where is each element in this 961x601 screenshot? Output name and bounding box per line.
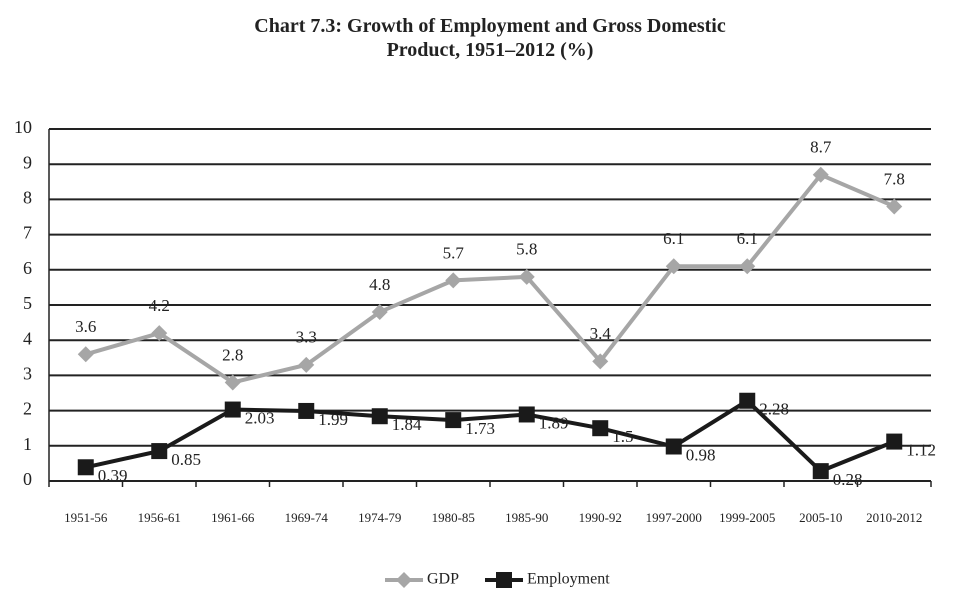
x-tick-label: 1985-90 — [505, 510, 548, 525]
y-tick-label: 8 — [23, 188, 32, 208]
data-label: 2.03 — [245, 408, 275, 427]
data-label: 1.84 — [392, 415, 422, 434]
data-label: 1.73 — [465, 419, 495, 438]
x-tick-label: 1980-85 — [432, 510, 475, 525]
point — [812, 166, 829, 183]
y-tick-label: 10 — [14, 117, 32, 137]
data-label: 1.12 — [906, 440, 936, 459]
point — [518, 268, 535, 285]
point — [371, 408, 388, 425]
series-line — [85, 172, 896, 385]
point — [739, 258, 756, 275]
point — [665, 438, 682, 455]
x-tick-label: 2010-2012 — [866, 510, 922, 525]
point — [518, 406, 535, 423]
y-tick-label: 6 — [23, 258, 32, 278]
data-label: 8.7 — [810, 138, 832, 157]
data-label: 5.7 — [443, 243, 465, 262]
data-label: 6.1 — [737, 229, 758, 248]
data-label: 4.8 — [369, 275, 390, 294]
point — [445, 272, 462, 289]
point — [151, 325, 168, 342]
point — [224, 401, 241, 418]
point — [298, 402, 315, 419]
point — [298, 356, 315, 373]
x-tick-label: 1999-2005 — [719, 510, 775, 525]
x-tick-label: 2005-10 — [799, 510, 842, 525]
y-tick-label: 1 — [23, 434, 32, 454]
data-label: 1.99 — [318, 410, 348, 429]
x-tick-label: 1997-2000 — [646, 510, 702, 525]
y-tick-label: 2 — [23, 399, 32, 419]
y-tick-label: 0 — [23, 469, 32, 489]
data-label: 0.39 — [98, 466, 128, 485]
data-label: 5.8 — [516, 240, 537, 259]
chart-title: Chart 7.3: Growth of Employment and Gros… — [254, 15, 726, 61]
point — [592, 353, 609, 370]
data-label: 3.6 — [75, 317, 96, 336]
legend-label: GDP — [427, 571, 459, 588]
data-label: 6.1 — [663, 229, 684, 248]
point — [739, 392, 756, 409]
x-tick-label: 1974-79 — [358, 510, 401, 525]
point — [151, 443, 168, 460]
data-label: 0.28 — [833, 470, 863, 489]
y-tick-label: 7 — [23, 223, 32, 243]
y-tick-label: 5 — [23, 293, 32, 313]
data-label: 3.3 — [296, 328, 317, 347]
point — [77, 459, 94, 476]
x-tick-label: 1951-56 — [64, 510, 108, 525]
data-label: 4.2 — [149, 296, 170, 315]
data-label: 1.5 — [612, 427, 633, 446]
point — [812, 463, 829, 480]
legend-marker — [496, 572, 512, 588]
point — [665, 258, 682, 275]
data-label: 0.98 — [686, 445, 716, 464]
point — [77, 346, 94, 363]
data-label: 3.4 — [590, 324, 612, 343]
x-tick-label: 1990-92 — [579, 510, 622, 525]
data-label: 2.8 — [222, 345, 243, 364]
x-tick-label: 1961-66 — [211, 510, 255, 525]
point — [224, 374, 241, 391]
data-label: 1.89 — [539, 413, 569, 432]
legend-label: Employment — [527, 571, 610, 588]
point — [445, 412, 462, 429]
point — [592, 420, 609, 437]
x-tick-label: 1969-74 — [285, 510, 329, 525]
y-tick-label: 9 — [23, 152, 32, 172]
series-line — [85, 398, 895, 474]
x-tick-label: 1956-61 — [138, 510, 181, 525]
point — [886, 198, 903, 215]
data-label: 0.85 — [171, 450, 201, 469]
point — [371, 304, 388, 321]
data-label: 7.8 — [884, 169, 905, 188]
y-tick-label: 3 — [23, 364, 32, 384]
data-label: 2.28 — [759, 400, 789, 419]
point — [886, 433, 903, 450]
legend-marker — [396, 572, 412, 588]
y-tick-label: 4 — [23, 328, 32, 348]
